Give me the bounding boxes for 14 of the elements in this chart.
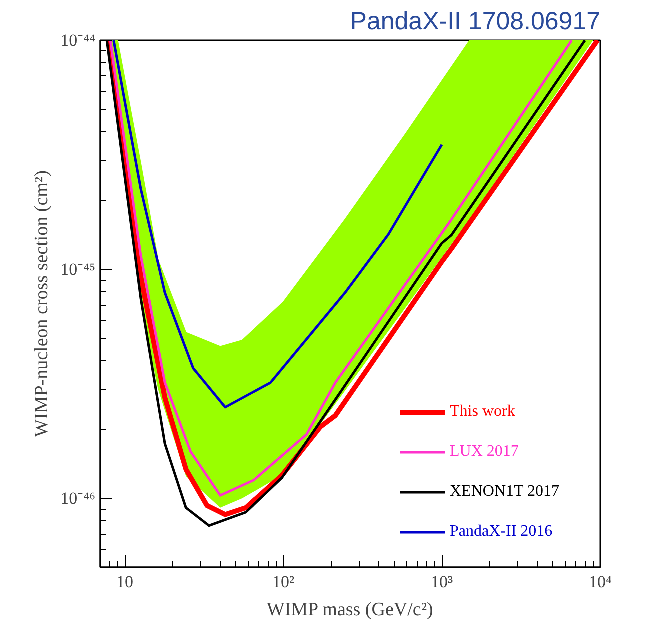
y-tick-label: 10⁻⁴⁶ [60,489,96,508]
x-tick-label: 10 [116,572,134,592]
x-axis-title: WIMP mass (GeV/c²) [266,600,434,620]
x-tick-label: 10² [272,572,295,592]
y-axis-title: WIMP-nucleon cross section (cm²) [32,170,53,438]
y-tick-label: 10⁻⁴⁵ [60,260,96,280]
x-tick-label: 10⁴ [589,572,612,592]
legend-label: XENON1T 2017 [450,483,560,501]
legend-label: LUX 2017 [450,443,519,461]
legend-label: This work [450,403,516,421]
legend-label: PandaX-II 2016 [450,523,553,541]
y-tick-label: 10⁻⁴⁴ [60,31,96,50]
chart-title: PandaX-II 1708.06917 [350,8,601,36]
x-tick-label: 10³ [430,572,454,592]
